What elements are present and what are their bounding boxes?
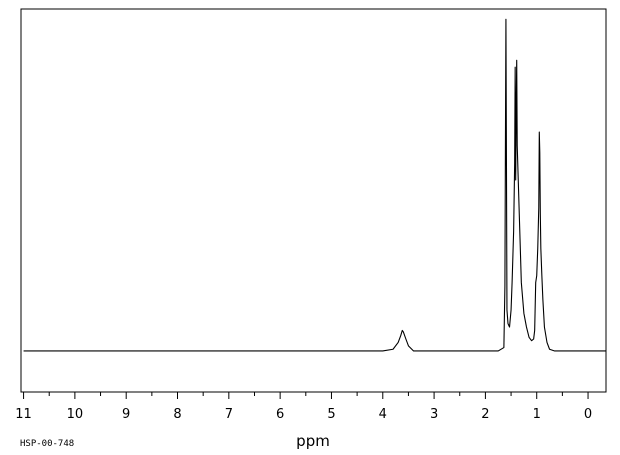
- spectrum-line: [23, 18, 606, 352]
- spectrum-code-label: HSP-00-748: [20, 439, 74, 449]
- x-tick-label: 7: [225, 407, 233, 422]
- x-tick-label: 10: [67, 407, 84, 422]
- x-tick-label: 1: [533, 407, 541, 422]
- x-tick-label: 2: [481, 407, 489, 422]
- plot-frame: [20, 8, 607, 393]
- x-tick-label: 0: [584, 407, 592, 422]
- x-tick-label: 8: [173, 407, 181, 422]
- x-tick-label: 3: [430, 407, 438, 422]
- x-axis-label: ppm: [296, 432, 330, 450]
- x-tick-label: 11: [15, 407, 32, 422]
- x-tick-label: 4: [379, 407, 387, 422]
- x-tick-label: 5: [327, 407, 335, 422]
- x-axis-ticks: 11 10 9 8 7 6 5 4 3 2 1 0: [15, 392, 592, 422]
- x-tick-label: 9: [122, 407, 130, 422]
- x-tick-label: 6: [276, 407, 284, 422]
